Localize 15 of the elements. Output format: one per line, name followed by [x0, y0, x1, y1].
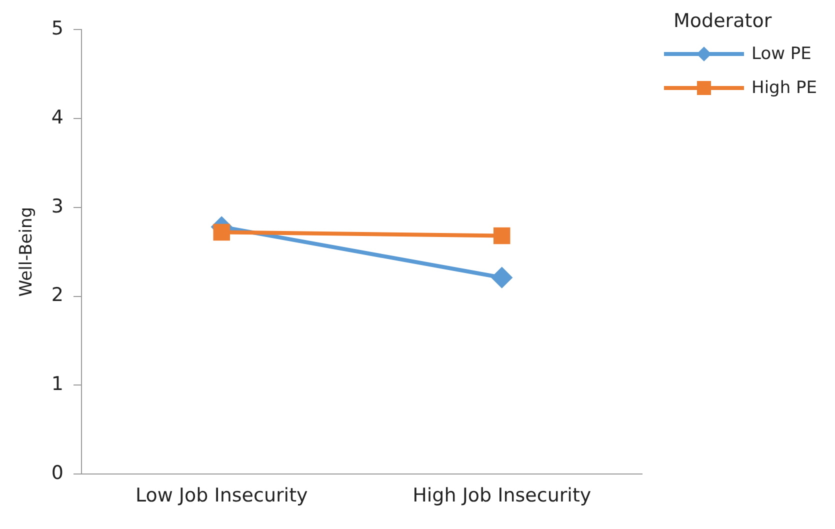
y-tick-label: 1: [51, 373, 64, 396]
point: [213, 224, 230, 241]
y-axis-title: Well-Being: [16, 206, 37, 297]
x-tick-label: High Job Insecurity: [412, 484, 592, 507]
x-tick-label: Low Job Insecurity: [135, 484, 308, 507]
legend-title: Moderator: [674, 10, 773, 32]
y-tick-label: 0: [51, 462, 64, 484]
y-tick-label: 4: [51, 106, 64, 128]
y-tick-label: 5: [51, 17, 64, 40]
legend-label: High PE: [752, 78, 817, 98]
legend-label: Low PE: [752, 44, 812, 64]
point: [492, 268, 512, 288]
point: [494, 227, 510, 244]
y-tick-label: 2: [51, 284, 64, 306]
y-tick-label: 3: [51, 195, 64, 218]
